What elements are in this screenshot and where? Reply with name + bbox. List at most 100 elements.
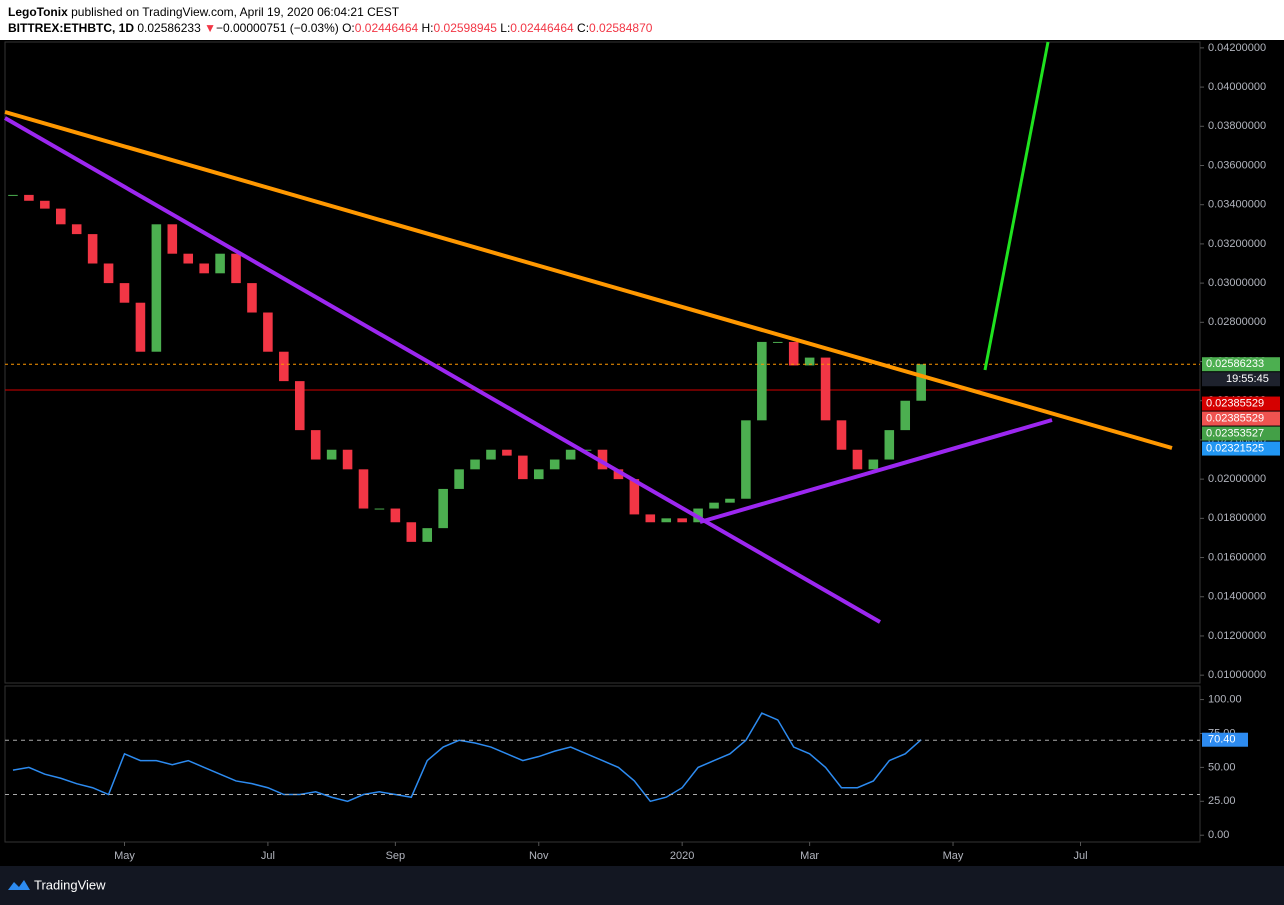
y-tick-label: 0.03000000 [1208,277,1266,289]
ohlc-key: C: [577,21,590,35]
ohlc-value: 0.02598945 [433,21,497,35]
candle [294,381,305,431]
candle [629,479,640,515]
candle [263,312,273,352]
price-tag-label: 0.02385529 [1206,397,1264,409]
published: published on TradingView.com, April 19, … [71,5,400,19]
y-tick-label: 0.01800000 [1208,512,1266,524]
price-tag-label: 0.02385529 [1206,412,1264,424]
candle [533,469,544,480]
y-tick-label: 0.03800000 [1208,120,1266,132]
candle [852,449,863,470]
y-tick-label: 0.00 [1208,829,1229,841]
candle [502,449,512,456]
price-tag [1202,411,1280,426]
countdown-bg [1202,372,1280,387]
candle [900,400,911,431]
price-tag-label: 0.02353527 [1206,427,1264,439]
candle [884,430,895,460]
y-tick-label: 0.02000000 [1208,473,1266,485]
publish-line: LegoTonix published on TradingView.com, … [8,4,652,20]
candle [518,455,528,480]
candle [215,253,225,274]
footer [0,866,1284,905]
countdown: 19:55:45 [1226,373,1269,385]
ohlc-key: O: [342,21,355,35]
candle [757,341,767,421]
y-tick-label: 25.00 [1208,795,1236,807]
price-tag [1202,426,1280,441]
candle [8,194,18,196]
y-tick-label: 0.01600000 [1208,551,1266,563]
header: LegoTonix published on TradingView.com, … [8,4,652,36]
candle [661,518,672,523]
candle [390,508,401,523]
candle [199,263,209,274]
logo [8,880,30,890]
candle [613,469,624,480]
candle [868,459,879,470]
marks: 0.04200000 0.04000000 0.03800000 0.03600000… [5,42,1280,862]
candle [438,488,448,529]
candle [55,208,66,225]
trendline [4,116,881,624]
x-tick-label: Jul [261,850,275,862]
y-tick-label: 0.04000000 [1208,81,1266,93]
ohlc-key: H: [421,21,434,35]
background [0,40,1284,905]
price-tag [1202,396,1280,411]
candle [820,357,831,421]
y-tick-label: 0.01200000 [1208,630,1266,642]
candle [565,449,576,460]
candle [87,234,98,264]
candle [581,449,592,451]
ohlc: O:0.02446464 H:0.02598945 L:0.02446464 C… [342,21,652,35]
symbol-line: BITTREX:ETHBTC, 1D 0.02586233 ▼−0.000007… [8,20,652,36]
candle [231,253,241,284]
y-tick-label: 0.01400000 [1208,591,1266,603]
ohlc-value: 0.02446464 [354,21,419,35]
projection [983,41,1050,371]
trendline [699,418,1053,524]
candle [549,459,560,470]
candle [247,283,257,313]
candle [470,459,480,470]
candle [167,224,178,254]
candle [645,514,656,523]
candle [119,283,130,303]
publisher: LegoTonix [8,5,68,19]
candle [310,430,321,460]
candle [916,364,926,401]
candle [24,194,34,201]
candle [279,351,289,382]
brand: TradingView [34,877,106,892]
y-tick-label: 0.03200000 [1208,238,1266,250]
y-tick-label: 0.04200000 [1208,42,1266,54]
candle [788,341,799,366]
y-tick-label: 100.00 [1208,693,1242,705]
candle [40,200,50,209]
candle [772,341,783,343]
candle [374,508,385,510]
rsi-tag-label: 70.40 [1208,734,1236,746]
y-tick-label: 0.01000000 [1208,669,1266,681]
x-tick-label: Sep [386,850,406,862]
symbol: BITTREX:ETHBTC, 1D [8,21,134,35]
candle [709,502,719,509]
price-tag-label: 0.02586233 [1206,358,1264,370]
candle [597,449,608,470]
change: −0.00000751 (−0.03%) [215,21,339,35]
candle [151,224,162,352]
candle [183,253,194,264]
y-tick-label: 0.03600000 [1208,159,1266,171]
rsi-pane [4,685,1201,843]
ohlc-key: L: [500,21,511,35]
y-tick-label: 0.02800000 [1208,316,1266,328]
y-tick-label: 50.00 [1208,761,1236,773]
arrow: ▼ [204,21,216,35]
candle [725,498,735,503]
candle [741,420,751,499]
x-tick-label: Jul [1073,850,1087,862]
x-tick-label: Nov [529,850,549,862]
